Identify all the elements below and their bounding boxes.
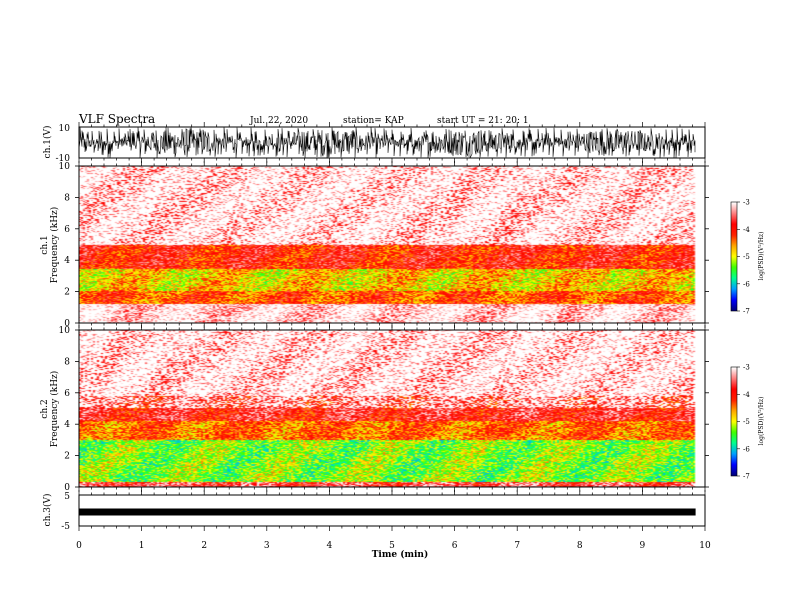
time-tick-label: 1 xyxy=(139,541,145,551)
spectrogram-ch1-panel: 10 8 6 4 2 0 ch.1 Frequency (kHz) xyxy=(40,162,709,329)
colorbar-ch2-tick-label: -3 xyxy=(743,364,750,372)
colorbar-ch2-tick-label: -6 xyxy=(743,445,750,453)
time-axis-label: Time (min) xyxy=(372,549,429,560)
colorbar-ch2-gradient xyxy=(731,367,737,476)
colorbar-ch2-label: log(PSD)(V²/Hz) xyxy=(758,397,765,446)
spectrogram-ch1-ylabel-frequency: Frequency (kHz) xyxy=(49,207,60,284)
station-label: station= KAP xyxy=(343,116,404,126)
spectrogram-ch2-ytick-label: 0 xyxy=(64,483,70,493)
spectrogram-ch2-ylabel-channel: ch.2 xyxy=(40,399,50,418)
spectrogram-ch1-ylabel-channel: ch.1 xyxy=(40,235,50,254)
time-tick-label: 4 xyxy=(327,541,333,551)
waveform-ch1-trace xyxy=(78,127,696,159)
spectrogram-ch1-ytick-label: 6 xyxy=(64,225,70,235)
spectrogram-ch1-ytick-label: 8 xyxy=(64,193,70,203)
time-tick-label: 9 xyxy=(640,541,646,551)
waveform-ch3-ytick-top: 5 xyxy=(64,492,70,502)
spectrogram-ch1-ytick-label: 0 xyxy=(64,319,70,329)
start-time-label: start UT = 21: 20: 1 xyxy=(437,116,529,126)
time-tick-label: 5 xyxy=(389,541,395,551)
colorbar-ch1-label: log(PSD)(V²/Hz) xyxy=(758,232,765,281)
spectrogram-ch2-image xyxy=(79,330,705,487)
time-tick-label: 0 xyxy=(76,541,82,551)
spectrogram-ch2-ytick-label: 8 xyxy=(64,357,70,367)
time-tick-label: 8 xyxy=(577,541,583,551)
spectrogram-ch1-ytick-label: 10 xyxy=(59,162,71,172)
spectrogram-ch1-ytick-label: 4 xyxy=(64,256,70,266)
spectrogram-ch1-image xyxy=(79,166,705,323)
colorbar-ch2-tick-label: -4 xyxy=(743,391,750,399)
spectrogram-ch2-ytick-label: 4 xyxy=(64,420,70,430)
colorbar-ch1-gradient xyxy=(731,202,737,311)
waveform-ch3-ylabel: ch.3(V) xyxy=(42,494,53,527)
colorbar-ch1-tick-label: -5 xyxy=(743,253,750,261)
waveform-ch1-ylabel: ch.1(V) xyxy=(42,126,53,159)
waveform-ch3-trace xyxy=(79,508,696,516)
waveform-ch3-ytick-bottom: -5 xyxy=(61,522,70,532)
colorbar-ch1-tick-label: -4 xyxy=(743,226,750,234)
time-tick-label: 10 xyxy=(699,541,711,551)
colorbar-ch2: -3 -4 -5 -6 -7 log(PSD)(V²/Hz) xyxy=(730,364,765,481)
time-tick-label: 6 xyxy=(452,541,458,551)
colorbar-ch1-tick-label: -6 xyxy=(743,280,750,288)
colorbar-ch2-tick-label: -5 xyxy=(743,418,750,426)
spectrogram-ch2-ylabel-frequency: Frequency (kHz) xyxy=(49,371,60,448)
colorbar-ch1-tick-label: -7 xyxy=(743,308,750,316)
time-tick-label: 3 xyxy=(264,541,270,551)
colorbar-ch1-tick-label: -3 xyxy=(743,199,750,207)
spectrogram-ch2-ytick-label: 2 xyxy=(64,452,70,462)
waveform-ch1-ytick-top: 10 xyxy=(59,124,71,134)
colorbar-ch2-tick-label: -7 xyxy=(743,473,750,481)
spectrogram-ch2-ytick-label: 10 xyxy=(59,326,71,336)
spectrogram-ch2-ytick-label: 6 xyxy=(64,389,70,399)
time-axis: 0 1 2 3 4 5 6 7 8 9 10 xyxy=(76,122,711,551)
date-label: Jul. 22, 2020 xyxy=(249,116,308,126)
colorbar-ch1: -3 -4 -5 -6 -7 log(PSD)(V²/Hz) xyxy=(730,199,765,316)
figure-title: VLF Spectra xyxy=(78,112,155,126)
time-tick-label: 7 xyxy=(514,541,520,551)
spectrogram-ch2-panel: 10 8 6 4 2 0 ch.2 Frequency (kHz) xyxy=(40,326,709,493)
waveform-ch1-ytick-bottom: -10 xyxy=(56,154,71,164)
spectrogram-ch1-ytick-label: 2 xyxy=(64,288,70,298)
time-tick-label: 2 xyxy=(201,541,207,551)
